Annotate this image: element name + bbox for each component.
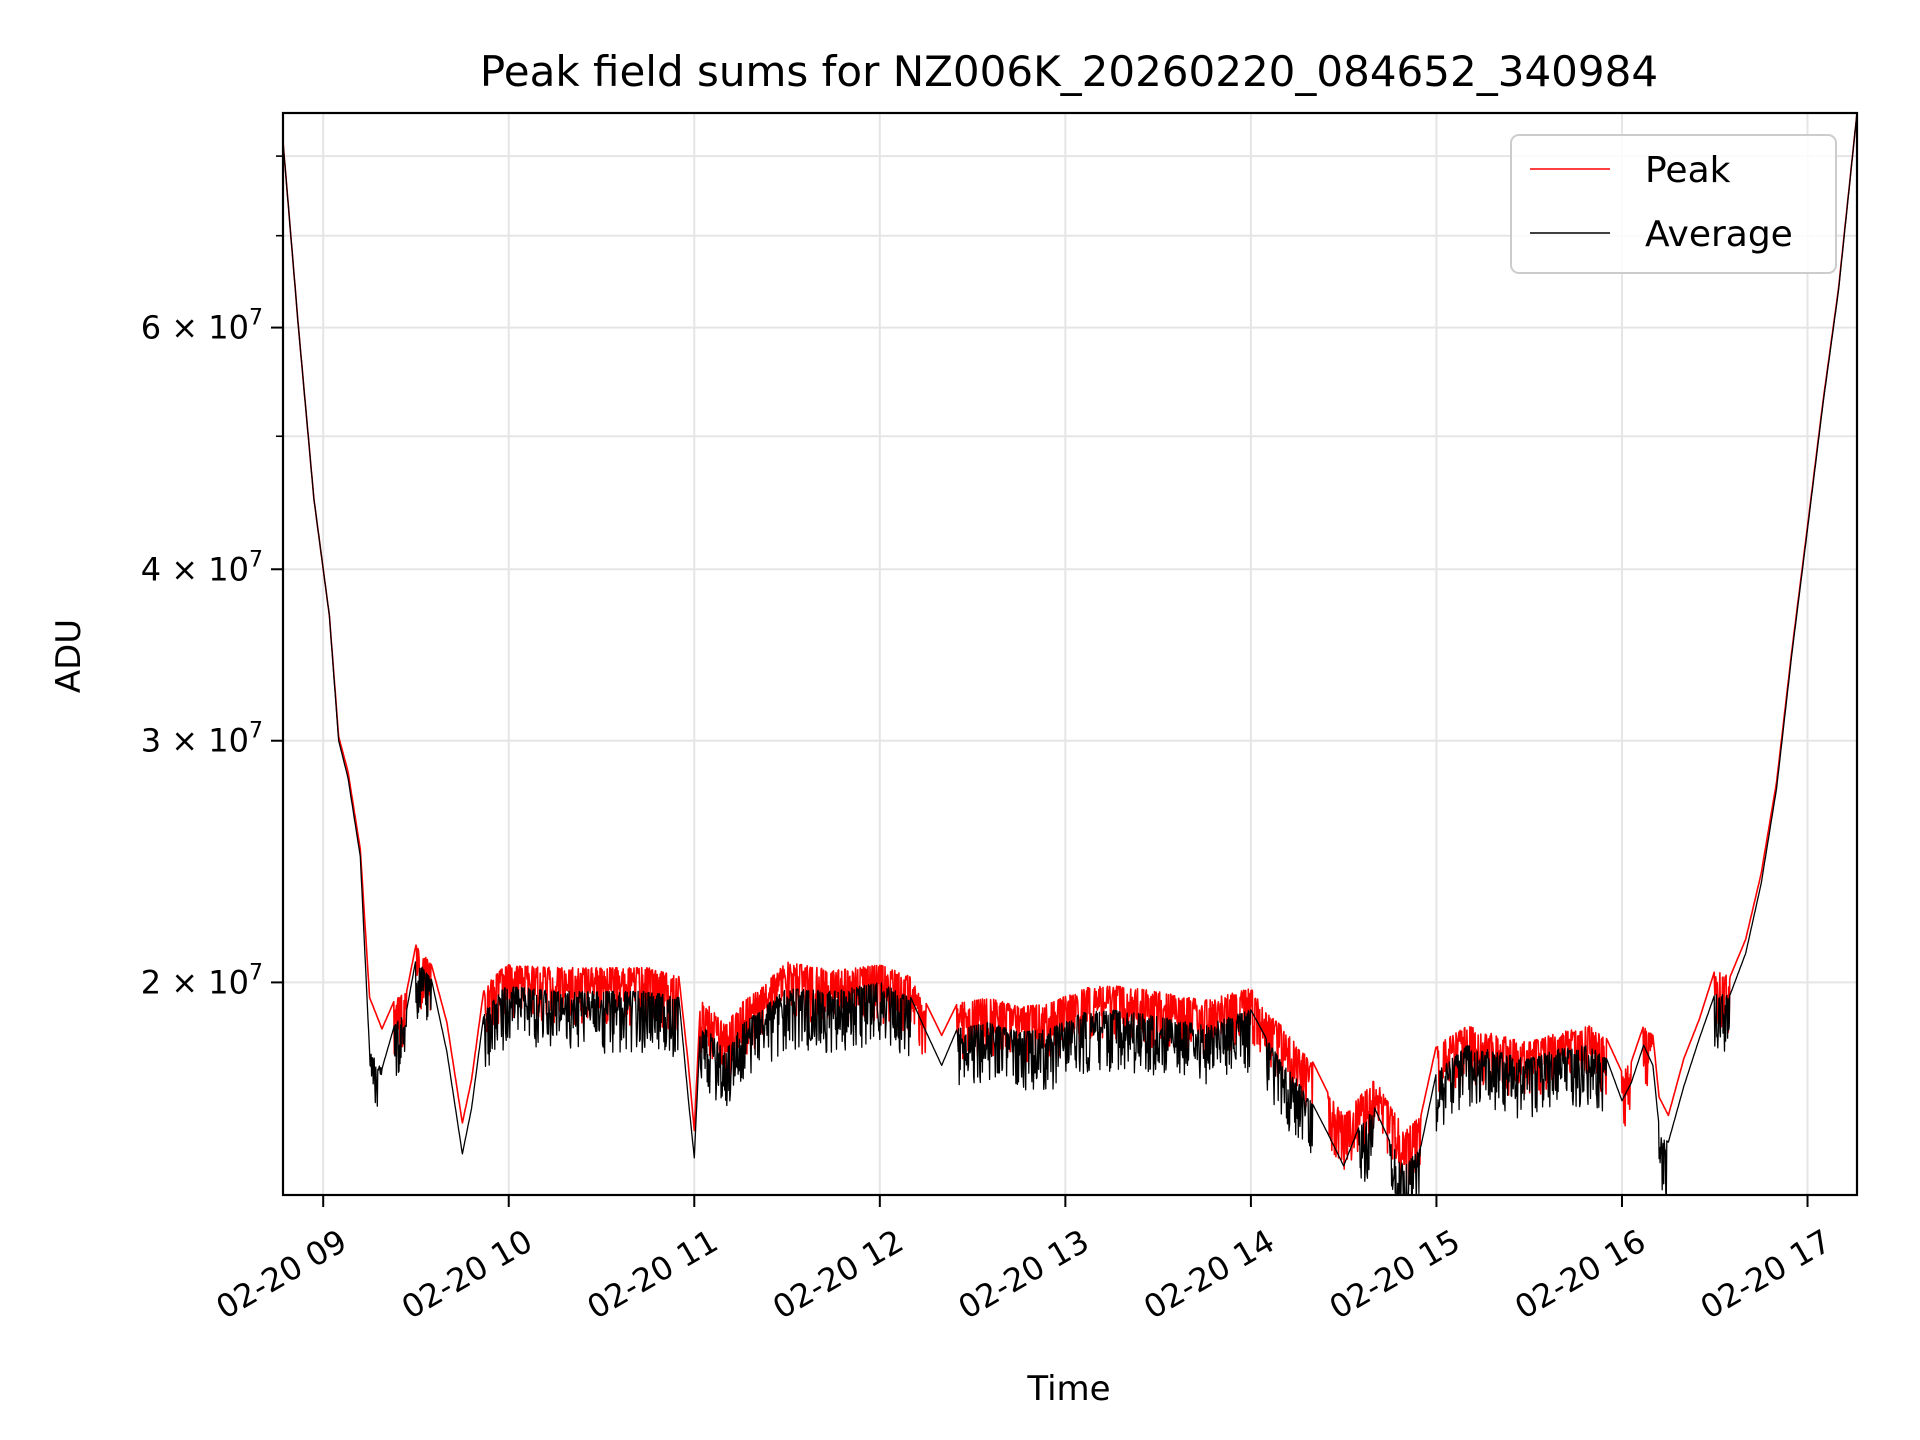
chart-title: Peak field sums for NZ006K_20260220_0846… <box>480 47 1658 96</box>
y-axis-label: ADU <box>49 619 89 693</box>
grid <box>283 113 1857 1195</box>
y-tick-label: 2 × 107 <box>141 960 263 1001</box>
legend-label-peak: Peak <box>1645 150 1731 191</box>
y-tick-label: 6 × 107 <box>141 306 263 347</box>
series-layer <box>283 113 1857 1195</box>
plot-frame <box>281 111 1859 1197</box>
y-tick-label: 3 × 107 <box>141 719 263 760</box>
y-axis: 2 × 107 3 × 107 4 × 107 6 × 107 <box>141 155 283 1001</box>
series-line-average <box>283 113 1857 1195</box>
series-line-peak <box>283 113 1857 1186</box>
x-axis-label: Time <box>1026 1369 1110 1409</box>
legend: Peak Average <box>1510 134 1837 274</box>
y-tick-label: 4 × 107 <box>141 547 263 588</box>
legend-label-average: Average <box>1645 214 1793 255</box>
